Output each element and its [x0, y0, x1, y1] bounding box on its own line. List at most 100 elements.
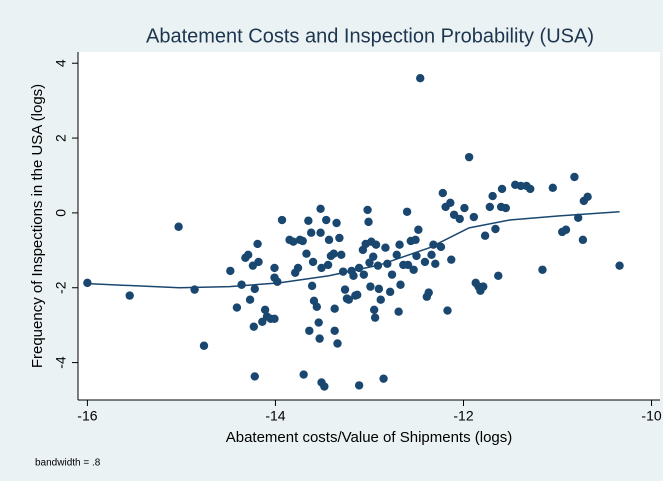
point [314, 318, 323, 327]
point [330, 326, 339, 335]
point [443, 306, 452, 315]
point [270, 263, 279, 273]
point [414, 225, 423, 234]
fit-line [87, 211, 620, 289]
point [526, 184, 535, 194]
point [250, 284, 259, 294]
point [460, 203, 469, 213]
point [317, 263, 326, 273]
point [363, 205, 372, 215]
point [299, 370, 308, 379]
point [323, 260, 333, 270]
point [316, 228, 325, 237]
point [344, 295, 353, 304]
point [324, 235, 334, 245]
x-axis-title: Abatement costs/Value of Shipments (logs… [226, 429, 513, 446]
point [412, 251, 421, 261]
point [431, 259, 440, 268]
point [253, 239, 262, 249]
point [199, 341, 209, 350]
point [387, 270, 397, 279]
point [332, 218, 341, 228]
point [174, 222, 183, 231]
y-tick-label: -4 [53, 356, 69, 369]
point [392, 250, 401, 260]
point [365, 258, 374, 267]
point [469, 212, 479, 222]
chart-title: Abatement Costs and Inspection Probabili… [146, 25, 594, 47]
x-tick-label: -14 [265, 408, 285, 424]
point [574, 213, 583, 222]
point [395, 240, 404, 249]
point [424, 288, 433, 297]
point [337, 250, 346, 260]
point [316, 204, 325, 213]
point [322, 215, 331, 225]
point [349, 271, 358, 280]
point [578, 235, 588, 245]
point [293, 263, 303, 273]
point [330, 304, 339, 313]
point [583, 192, 592, 202]
note: bandwidth = .8 [35, 458, 101, 469]
point [306, 228, 316, 237]
point [436, 242, 446, 252]
point [304, 216, 313, 225]
point [446, 198, 455, 207]
point [381, 243, 390, 252]
x-tick-label: -12 [453, 408, 473, 424]
point [369, 305, 379, 315]
point [488, 191, 497, 201]
point [501, 203, 511, 213]
point [427, 250, 436, 260]
point [409, 265, 418, 274]
point [402, 207, 412, 216]
point [329, 249, 338, 258]
point [548, 183, 558, 193]
point [353, 290, 362, 300]
y-axis-title: Frequency of Inspections in the USA (log… [29, 84, 46, 368]
point [298, 236, 307, 246]
point [394, 307, 403, 316]
point [245, 295, 255, 304]
point [320, 382, 329, 391]
point [497, 184, 507, 194]
point [369, 252, 378, 261]
point [538, 265, 547, 274]
point [125, 291, 134, 300]
point [260, 305, 270, 315]
point [315, 334, 324, 343]
point [561, 225, 571, 234]
point [570, 172, 579, 182]
point [340, 285, 350, 294]
point [420, 257, 430, 267]
point [480, 231, 490, 240]
point [379, 374, 388, 383]
point [615, 261, 624, 270]
point [289, 237, 298, 246]
point [403, 260, 413, 270]
point [371, 240, 381, 249]
point [385, 287, 395, 297]
point [438, 188, 448, 198]
point [447, 255, 456, 264]
point [485, 202, 495, 212]
y-tick-label: 0 [53, 209, 69, 217]
point [376, 295, 385, 304]
point [333, 339, 342, 348]
point [250, 372, 259, 381]
point [479, 282, 488, 291]
point [270, 314, 279, 323]
point [416, 73, 425, 83]
point [359, 270, 369, 279]
point [232, 303, 242, 312]
point [374, 284, 384, 294]
x-tick-label: -16 [77, 408, 97, 424]
point [364, 217, 373, 227]
x-tick-label: -10 [641, 408, 661, 424]
point [302, 249, 311, 258]
point [249, 322, 259, 331]
point [237, 280, 246, 289]
point [254, 257, 263, 267]
